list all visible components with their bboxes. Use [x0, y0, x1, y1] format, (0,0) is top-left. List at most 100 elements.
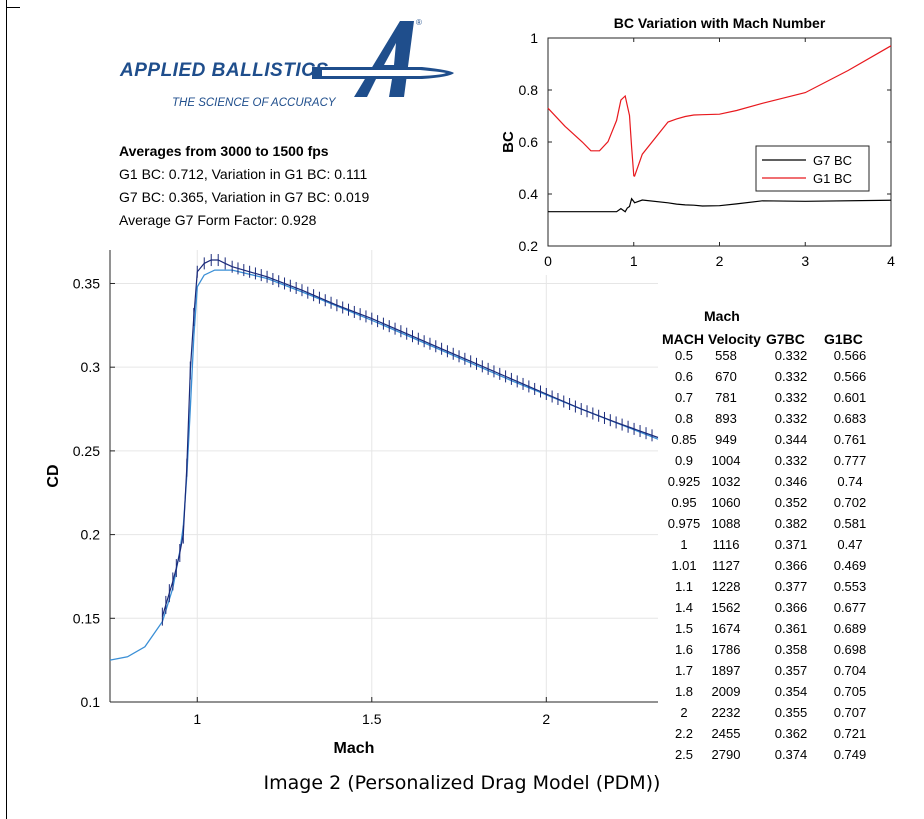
table-cell: 0.601 — [833, 390, 867, 405]
table-cell: 0.566 — [833, 348, 867, 363]
cd-y-tick-label: 0.1 — [81, 694, 101, 710]
averages-summary: Averages from 3000 to 1500 fps G1 BC: 0.… — [119, 140, 369, 232]
bc-y-tick-label: 0.2 — [519, 238, 539, 254]
table-cell: 0.581 — [833, 516, 867, 531]
table-cell: 1674 — [711, 621, 741, 636]
applied-ballistics-logo: APPLIED BALLISTICS THE SCIENCE OF ACCURA… — [112, 15, 462, 125]
table-cell: 0.925 — [667, 474, 701, 489]
table-cell: 0.47 — [837, 537, 863, 552]
table-cell: 0.7 — [674, 390, 694, 405]
table-cell: 1228 — [711, 579, 741, 594]
table-cell: 558 — [715, 348, 737, 363]
table-cell: 0.704 — [833, 663, 867, 678]
table-cell: 0.371 — [774, 537, 808, 552]
g7-bc-line: G7 BC: 0.365, Variation in G7 BC: 0.019 — [119, 189, 370, 205]
table-header-mach: MACH — [662, 331, 704, 347]
table-cell: 1562 — [711, 600, 741, 615]
table-cell: 1.01 — [671, 558, 697, 573]
table-cell: 2.5 — [674, 747, 694, 762]
table-cell: 1.5 — [674, 621, 694, 636]
table-cell: 0.332 — [774, 348, 808, 363]
table-cell: 0.761 — [833, 432, 867, 447]
cd-x-tick-label: 1 — [193, 711, 201, 727]
table-cell: 0.705 — [833, 684, 867, 699]
table-cell: 2790 — [711, 747, 741, 762]
table-cell: 0.469 — [833, 558, 867, 573]
bc-series-line-g7-bc — [548, 197, 892, 213]
table-cell: 0.553 — [833, 579, 867, 594]
table-cell: 2232 — [711, 705, 741, 720]
cd-x-tick-label: 2 — [542, 711, 550, 727]
table-cell: 0.332 — [774, 453, 808, 468]
bc-y-tick-label: 1 — [530, 30, 538, 46]
bc-legend-label: G1 BC — [813, 171, 852, 186]
bc-legend-box — [755, 145, 870, 192]
table-cell: 1.1 — [674, 579, 694, 594]
bc-y-tick-label: 0.8 — [519, 82, 539, 98]
table-cell: 0.357 — [774, 663, 808, 678]
table-cell: 1127 — [712, 558, 740, 573]
table-title: Mach — [704, 308, 740, 324]
bc-chart-title: BC Variation with Mach Number — [614, 15, 826, 31]
bc-x-tick-label: 1 — [630, 253, 638, 269]
table-header-g1bc: G1BC — [824, 331, 863, 347]
cd-y-axis-label: CD — [45, 464, 62, 487]
form-factor-line: Average G7 Form Factor: 0.928 — [119, 212, 317, 228]
table-cell: 0.366 — [774, 558, 808, 573]
cd-series-line-1 — [109, 269, 659, 661]
table-cell: 1004 — [711, 453, 741, 468]
table-cell: 1 — [680, 537, 688, 552]
cd-x-tick-label: 1.5 — [362, 711, 382, 727]
logo-a-bullet-mark: ® — [312, 18, 454, 97]
logo-tagline: THE SCIENCE OF ACCURACY — [172, 97, 336, 109]
table-cell: 2009 — [711, 684, 741, 699]
table-cell: 949 — [715, 432, 737, 447]
table-cell: 1.8 — [674, 684, 694, 699]
registered-mark: ® — [416, 18, 422, 27]
table-header-velocity: Velocity — [708, 331, 761, 347]
bc-series-line-g1-bc — [547, 45, 892, 177]
g1-bc-line: G1 BC: 0.712, Variation in G1 BC: 0.111 — [119, 166, 368, 182]
bc-x-tick-label: 2 — [716, 253, 724, 269]
table-cell: 2.2 — [674, 726, 694, 741]
logo-brand-text: APPLIED BALLISTICS — [120, 60, 329, 81]
table-cell: 0.677 — [833, 600, 867, 615]
table-cell: 0.85 — [671, 432, 697, 447]
bc-y-tick-label: 0.4 — [519, 186, 539, 202]
table-cell: 0.707 — [833, 705, 867, 720]
table-cell: 0.683 — [833, 411, 867, 426]
table-header-g7bc: G7BC — [766, 331, 805, 347]
table-cell: 0.777 — [833, 453, 867, 468]
cd-y-tick-label: 0.3 — [81, 359, 101, 375]
cd-series-line-2 — [161, 259, 659, 617]
table-cell: 670 — [715, 369, 737, 384]
table-cell: 0.74 — [837, 474, 863, 489]
table-cell: 0.366 — [774, 600, 808, 615]
table-cell: 0.377 — [774, 579, 808, 594]
table-cell: 0.361 — [774, 621, 808, 636]
bc-chart-background — [505, 10, 915, 275]
cd-y-tick-label: 0.2 — [81, 527, 101, 543]
table-cell: 1897 — [711, 663, 741, 678]
figure-caption: Image 2 (Personalized Drag Model (PDM)) — [263, 772, 661, 794]
table-cell: 0.975 — [667, 516, 701, 531]
table-cell: 0.362 — [774, 726, 808, 741]
table-cell: 0.95 — [671, 495, 697, 510]
table-cell: 1.7 — [674, 663, 694, 678]
frame-left-border — [6, 0, 7, 819]
table-cell: 1.6 — [674, 642, 694, 657]
table-cell: 893 — [715, 411, 737, 426]
table-cell: 0.689 — [833, 621, 867, 636]
table-cell: 1032 — [711, 474, 741, 489]
table-cell: 0.332 — [774, 390, 808, 405]
table-cell: 1060 — [711, 495, 741, 510]
table-cell: 0.702 — [833, 495, 867, 510]
cd-x-axis-label: Mach — [334, 740, 375, 757]
bc-legend-label: G7 BC — [813, 153, 852, 168]
table-cell: 0.354 — [774, 684, 808, 699]
table-cell: 0.332 — [774, 369, 808, 384]
table-cell: 0.332 — [774, 411, 808, 426]
bc-y-tick-label: 0.6 — [519, 134, 539, 150]
table-cell: 0.346 — [774, 474, 808, 489]
table-cell: 781 — [715, 390, 737, 405]
